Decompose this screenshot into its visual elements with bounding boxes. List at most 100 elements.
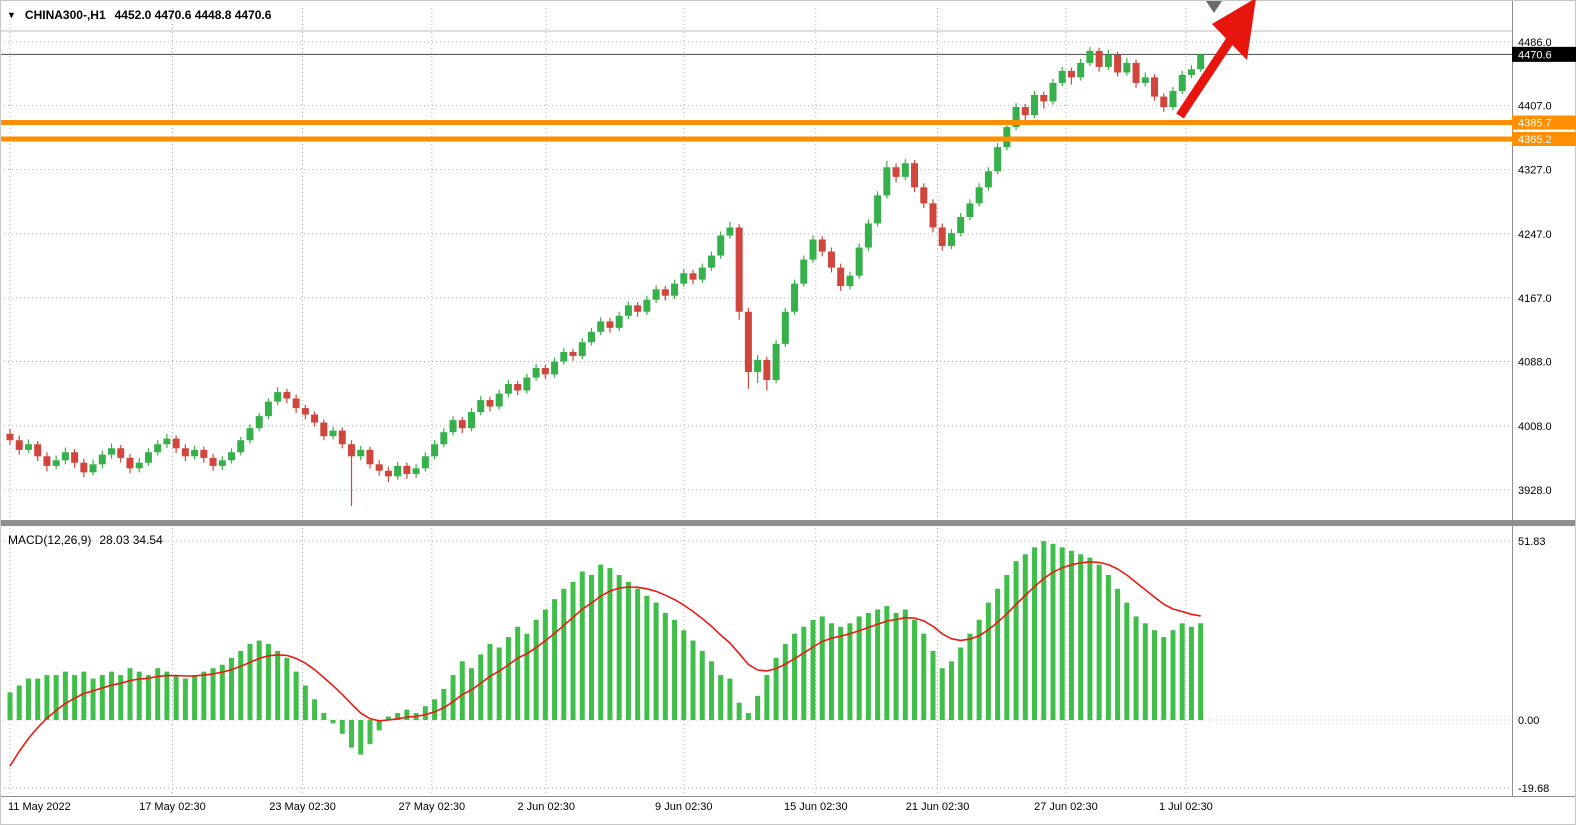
time-tick-label: 2 Jun 02:30 <box>518 801 576 813</box>
horizontal-line-object[interactable] <box>0 136 1512 142</box>
candle <box>1086 50 1094 63</box>
macd-bar <box>1198 623 1204 720</box>
time-tick-label: 15 Jun 02:30 <box>784 801 848 813</box>
candle <box>827 251 835 268</box>
candle <box>1187 69 1195 75</box>
candle <box>98 454 106 465</box>
macd-bar <box>7 692 13 720</box>
candle <box>357 449 365 457</box>
macd-bar <box>579 571 585 720</box>
macd-bar <box>469 668 474 720</box>
price-tick-label: 4008.0 <box>1518 421 1552 433</box>
macd-bar <box>459 661 465 720</box>
candle <box>966 203 974 218</box>
macd-bar <box>958 647 964 720</box>
macd-bar <box>16 685 22 720</box>
macd-bar <box>44 675 50 720</box>
macd-bar <box>432 699 438 720</box>
horizontal-line-object[interactable] <box>0 120 1512 126</box>
macd-bar <box>533 619 539 720</box>
trend-arrow[interactable] <box>1176 0 1256 119</box>
macd-bar <box>1161 637 1167 720</box>
symbol-ohlc-values: 4452.0 4470.6 4448.8 4470.6 <box>114 8 272 22</box>
macd-bar <box>801 626 807 720</box>
candle <box>172 438 180 449</box>
candle <box>108 448 116 455</box>
macd-bar <box>699 650 705 720</box>
macd-indicator-values: 28.03 34.54 <box>99 533 163 547</box>
macd-bar <box>210 668 216 720</box>
macd-bar <box>1013 561 1019 720</box>
macd-bar <box>625 581 631 720</box>
candle <box>384 470 392 477</box>
macd-bar <box>967 633 973 720</box>
time-axis[interactable]: 11 May 2022 17 May 02:30 23 May 02:30 27 Ma… <box>8 801 1213 813</box>
macd-bar <box>256 640 262 720</box>
candle <box>551 361 559 375</box>
macd-bar <box>201 671 207 720</box>
chart-title: ▼ CHINA300-,H1 4452.0 4470.6 4448.8 4470… <box>7 8 271 22</box>
macd-bar <box>404 709 410 720</box>
candle <box>735 227 743 312</box>
macd-bar <box>690 640 696 720</box>
macd-bar <box>265 644 271 720</box>
candle <box>791 283 799 312</box>
macd-bar <box>229 657 235 720</box>
hline-price-badge <box>1512 115 1576 130</box>
candle <box>975 187 983 204</box>
candle <box>920 187 928 204</box>
candle <box>717 235 725 256</box>
candle <box>421 456 429 469</box>
macd-bar <box>1032 547 1038 720</box>
candles-layer <box>6 46 1205 507</box>
macd-tick-label: -19.68 <box>1518 783 1549 795</box>
macd-bar <box>450 675 456 720</box>
hline-price-badge <box>1512 131 1576 146</box>
macd-bar <box>312 699 318 720</box>
candle <box>901 163 909 177</box>
candle <box>246 428 254 441</box>
macd-bar <box>422 706 428 720</box>
candle <box>218 460 226 466</box>
macd-bar <box>570 581 576 720</box>
price-axis[interactable]: 4486.0 4407.0 4327.0 4247.0 4167.0 4088.0 4008… <box>1512 37 1576 795</box>
candle <box>532 367 540 378</box>
macd-bar <box>53 675 59 720</box>
macd-histogram <box>7 541 1204 755</box>
macd-bar <box>376 720 382 731</box>
macd-bar <box>109 671 115 720</box>
candle <box>1095 50 1103 67</box>
macd-bar <box>1124 602 1130 720</box>
time-tick-label: 11 May 2022 <box>8 801 71 813</box>
candle <box>1031 94 1039 116</box>
candle <box>71 452 79 463</box>
macd-bar <box>349 720 355 748</box>
macd-bar <box>395 713 401 720</box>
candle <box>994 147 1002 172</box>
macd-bar <box>1050 543 1056 720</box>
macd-bar <box>1096 564 1102 720</box>
candle <box>744 311 752 372</box>
macd-bar <box>293 671 299 720</box>
macd-bar <box>238 650 244 720</box>
macd-bar <box>247 644 253 720</box>
macd-bar <box>1188 626 1194 720</box>
candle <box>569 351 577 356</box>
price-tick-label: 4167.0 <box>1518 293 1552 305</box>
macd-bar <box>155 668 161 720</box>
candle <box>1197 54 1205 70</box>
candle <box>52 460 60 466</box>
macd-bar <box>81 671 87 720</box>
panel-divider[interactable] <box>0 520 1576 526</box>
candle <box>855 247 863 276</box>
macd-bar <box>902 609 908 720</box>
macd-bar <box>792 633 798 720</box>
candle <box>892 167 900 177</box>
candle <box>1141 77 1149 83</box>
candle <box>772 343 780 381</box>
candle <box>154 444 162 453</box>
macd-bar <box>1004 574 1010 720</box>
candle <box>43 456 51 466</box>
macd-bar <box>330 720 336 724</box>
